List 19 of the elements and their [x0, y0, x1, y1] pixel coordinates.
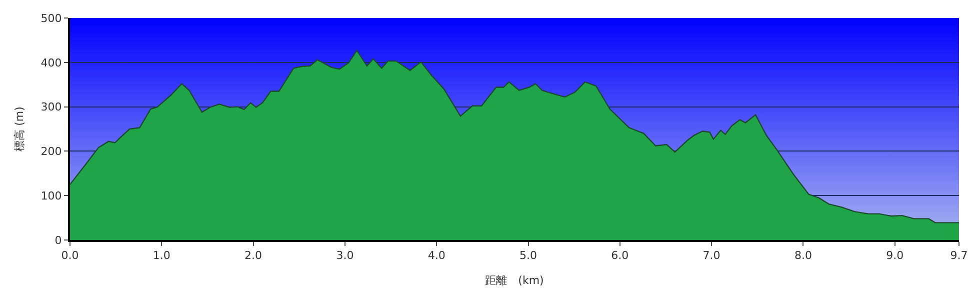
- x-tick-label: 9.7: [950, 249, 968, 262]
- x-tick-label: 1.0: [152, 249, 170, 262]
- y-tick-label: 200: [40, 145, 62, 158]
- x-tick-label: 2.0: [244, 249, 262, 262]
- x-tick-label: 4.0: [428, 249, 446, 262]
- y-tick-label: 500: [40, 12, 62, 25]
- x-tick-label: 7.0: [702, 249, 720, 262]
- x-tick-label: 6.0: [611, 249, 629, 262]
- x-tick-label: 8.0: [794, 249, 812, 262]
- x-tick-label: 3.0: [336, 249, 354, 262]
- x-axis-title: 距離 (km): [485, 274, 544, 287]
- x-tick-label: 9.0: [886, 249, 904, 262]
- y-tick-label: 0: [54, 234, 62, 247]
- y-tick-label: 100: [40, 189, 62, 202]
- y-axis-title: 標高 (m): [12, 106, 26, 152]
- x-tick-label: 0.0: [61, 249, 79, 262]
- x-tick-label: 5.0: [520, 249, 537, 262]
- y-tick-label: 300: [40, 100, 62, 114]
- y-tick-label: 400: [40, 56, 62, 70]
